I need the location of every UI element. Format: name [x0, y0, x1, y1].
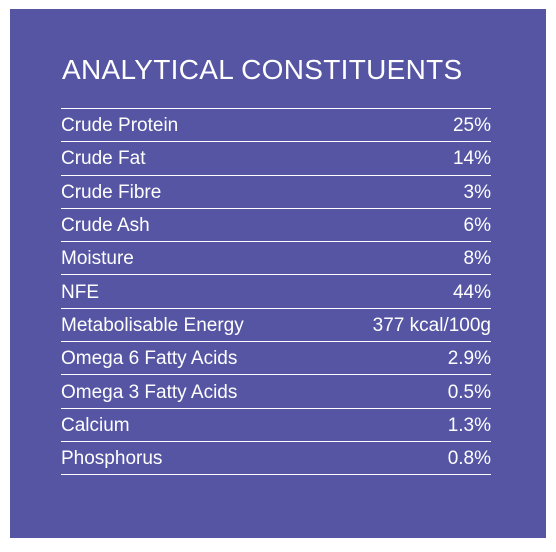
- table-row-metabolisable-energy: Metabolisable Energy 377 kcal/100g: [61, 309, 491, 343]
- row-label: Metabolisable Energy: [61, 314, 244, 336]
- table-row-omega-6: Omega 6 Fatty Acids 2.9%: [61, 342, 491, 376]
- table-row-crude-protein: Crude Protein 25%: [61, 109, 491, 143]
- row-value: 0.8%: [447, 448, 491, 470]
- table-row-calcium: Calcium 1.3%: [61, 409, 491, 442]
- row-label: Omega 3 Fatty Acids: [61, 381, 238, 403]
- row-label: Crude Protein: [61, 115, 179, 137]
- row-value: 14%: [452, 148, 491, 170]
- row-value: 6%: [463, 215, 491, 237]
- table-row-moisture: Moisture 8%: [61, 242, 491, 276]
- table-row-omega-3: Omega 3 Fatty Acids 0.5%: [61, 375, 491, 409]
- panel-title: ANALYTICAL CONSTITUENTS: [62, 54, 463, 85]
- row-label: Crude Ash: [61, 215, 150, 237]
- row-label: Crude Fat: [61, 148, 146, 170]
- row-value: 44%: [452, 281, 491, 303]
- row-value: 25%: [452, 115, 491, 137]
- analytical-constituents-panel: ANALYTICAL CONSTITUENTS Crude Protein 25…: [10, 9, 546, 538]
- row-value: 2.9%: [447, 348, 491, 370]
- row-label: Calcium: [61, 414, 130, 436]
- table-row-nfe: NFE 44%: [61, 275, 491, 309]
- row-label: Moisture: [61, 248, 134, 270]
- row-value: 0.5%: [447, 381, 491, 403]
- row-value: 1.3%: [447, 414, 491, 436]
- constituents-table: Crude Protein 25% Crude Fat 14% Crude Fi…: [61, 108, 491, 476]
- row-value: 8%: [463, 248, 491, 270]
- row-label: Crude Fibre: [61, 181, 162, 203]
- row-label: NFE: [61, 281, 99, 303]
- table-row-crude-ash: Crude Ash 6%: [61, 209, 491, 243]
- table-row-phosphorus: Phosphorus 0.8%: [61, 442, 491, 476]
- row-value: 3%: [463, 181, 491, 203]
- row-label: Phosphorus: [61, 448, 163, 470]
- row-label: Omega 6 Fatty Acids: [61, 348, 238, 370]
- table-row-crude-fibre: Crude Fibre 3%: [61, 176, 491, 209]
- row-value: 377 kcal/100g: [372, 314, 491, 336]
- table-row-crude-fat: Crude Fat 14%: [61, 142, 491, 176]
